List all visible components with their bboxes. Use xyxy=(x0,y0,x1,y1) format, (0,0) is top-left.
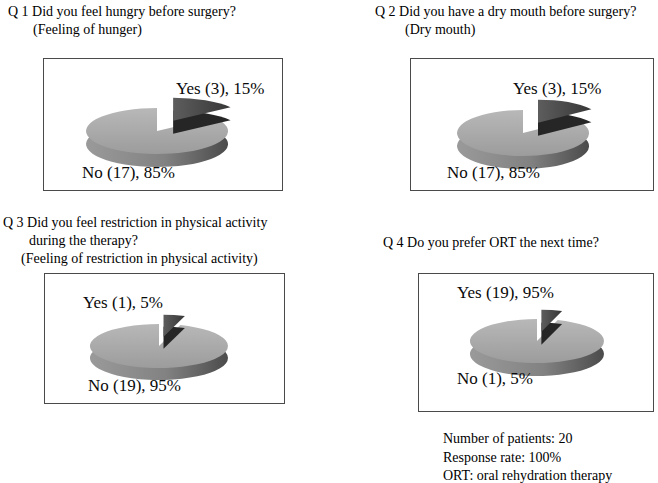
title-line: Q 3 Did you feel restriction in physical… xyxy=(3,214,267,232)
chart-box-q2: Yes (3), 15% No (17), 85% xyxy=(410,58,654,191)
question-title-q4: Q 4 Do you prefer ORT the next time? xyxy=(383,234,599,252)
slice-label-yes: Yes (3), 15% xyxy=(513,79,601,99)
footnote-line: ORT: oral rehydration therapy xyxy=(443,467,612,483)
chart-box-q3: Yes (1), 5% No (19), 95% xyxy=(44,273,285,404)
question-title-q1: Q 1 Did you feel hungry before surgery? … xyxy=(8,3,236,39)
survey-figure: Q 1 Did you feel hungry before surgery? … xyxy=(0,0,658,483)
chart-box-q1: Yes (3), 15% No (17), 85% xyxy=(43,58,283,191)
question-title-q2: Q 2 Did you have a dry mouth before surg… xyxy=(375,3,636,39)
footnote-line: Response rate: 100% xyxy=(443,449,612,468)
slice-label-no: No (1), 5% xyxy=(457,369,533,389)
chart-box-q4: Yes (19), 95% No (1), 5% xyxy=(418,273,654,412)
pie-slice-yes xyxy=(470,319,604,363)
title-line: (Dry mouth) xyxy=(405,21,636,39)
pie-slice-no xyxy=(90,324,228,368)
slice-label-yes: Yes (3), 15% xyxy=(176,79,264,99)
title-line: Q 1 Did you feel hungry before surgery? xyxy=(8,3,236,21)
slice-label-no: No (17), 85% xyxy=(447,163,540,183)
title-line: Q 2 Did you have a dry mouth before surg… xyxy=(375,3,636,21)
title-line: during the therapy? xyxy=(29,232,267,250)
title-line: (Feeling of hunger) xyxy=(33,21,236,39)
slice-label-no: No (19), 95% xyxy=(88,376,181,396)
slice-label-yes: Yes (19), 95% xyxy=(457,283,554,303)
title-line: Q 4 Do you prefer ORT the next time? xyxy=(383,234,599,252)
question-title-q3: Q 3 Did you feel restriction in physical… xyxy=(3,214,267,268)
footnote-line: Number of patients: 20 xyxy=(443,430,612,449)
title-line: (Feeling of restriction in physical acti… xyxy=(21,250,267,268)
footnote-block: Number of patients: 20 Response rate: 10… xyxy=(443,430,612,483)
slice-label-yes: Yes (1), 5% xyxy=(83,293,163,313)
slice-label-no: No (17), 85% xyxy=(82,163,175,183)
